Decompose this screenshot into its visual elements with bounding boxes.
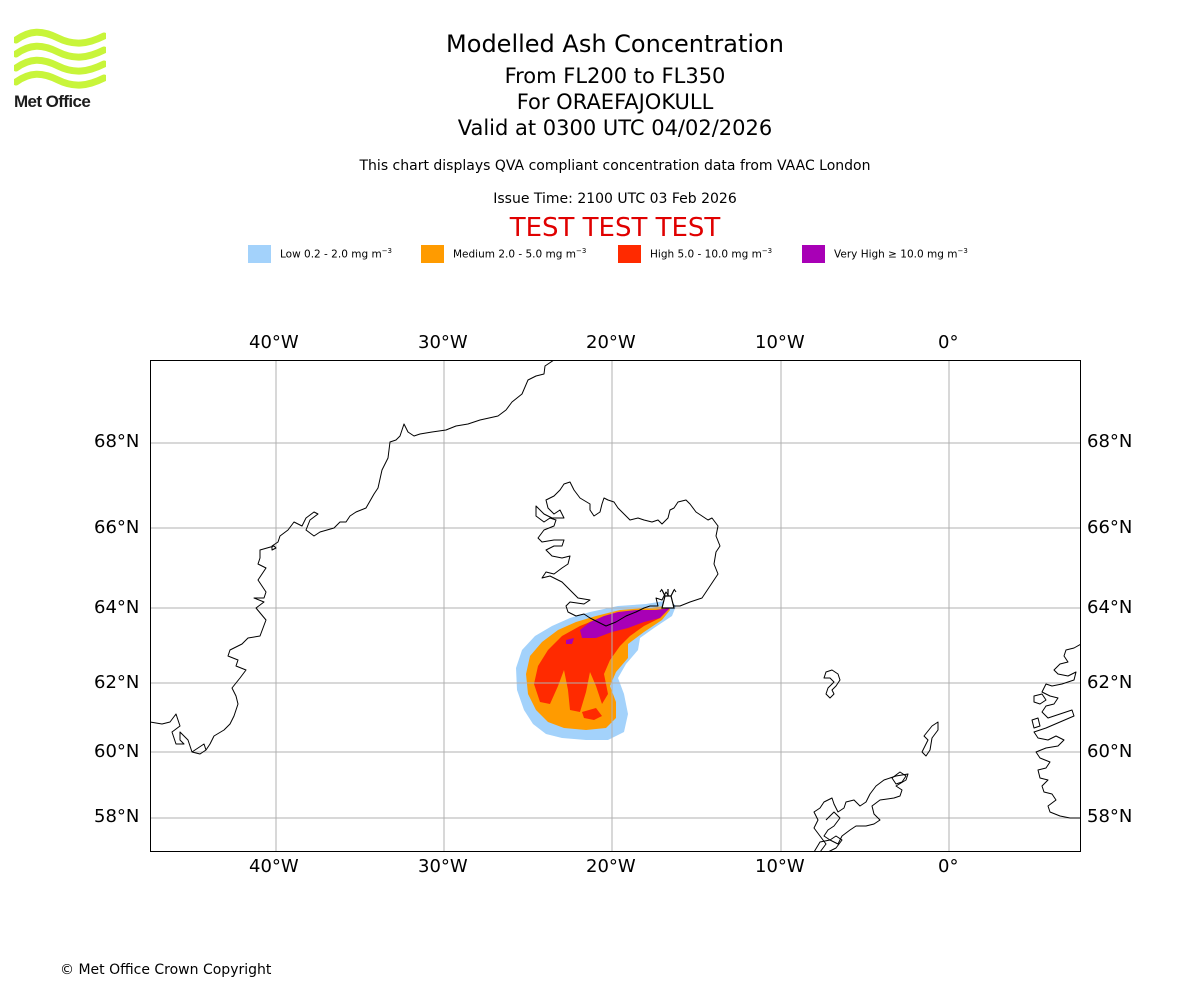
- lat-tick-left-64n: 64°N: [94, 597, 140, 618]
- coastline-greenland: [150, 360, 555, 755]
- coastline-norway: [1033, 643, 1081, 819]
- lon-tick-top-20w: 20°W: [586, 332, 636, 353]
- legend-label-very-high: Very High ≥ 10.0 mg m: [834, 248, 958, 261]
- lat-tick-left-68n: 68°N: [94, 431, 140, 452]
- lon-tick-bottom-30w: 30°W: [418, 856, 468, 877]
- lat-tick-left-62n: 62°N: [94, 672, 140, 693]
- coastline-scotland: [813, 773, 909, 852]
- legend-swatch-low: [248, 245, 271, 263]
- met-office-logo-text: Met Office: [14, 92, 91, 111]
- lon-tick-bottom-40w: 40°W: [249, 856, 299, 877]
- volcano-marker-icon: [659, 588, 677, 609]
- chart-title: Modelled Ash Concentration: [446, 30, 784, 58]
- legend-unit-exp-medium: −3: [575, 247, 587, 256]
- ash-plume-high-patch: [582, 708, 602, 720]
- flight-level-range: From FL200 to FL350: [504, 64, 726, 88]
- map-frame: [150, 360, 1081, 852]
- coastline-faroe-islands: [823, 669, 841, 699]
- legend-swatch-very-high: [802, 245, 825, 263]
- issue-time: Issue Time: 2100 UTC 03 Feb 2026: [493, 191, 737, 207]
- coastline-orkney: [891, 771, 907, 785]
- legend-item-high: High 5.0 - 10.0 mg m−3: [618, 244, 772, 264]
- lat-tick-right-66n: 66°N: [1087, 517, 1133, 538]
- legend-label-high: High 5.0 - 10.0 mg m: [650, 248, 762, 261]
- lon-tick-top-40w: 40°W: [249, 332, 299, 353]
- lat-tick-right-60n: 60°N: [1087, 741, 1133, 762]
- ash-plume-very-high-patch: [566, 638, 574, 644]
- test-banner: TEST TEST TEST: [509, 213, 721, 243]
- legend-unit-exp-high: −3: [761, 247, 773, 256]
- legend-label-low: Low 0.2 - 2.0 mg m: [280, 248, 382, 261]
- lat-tick-right-68n: 68°N: [1087, 431, 1133, 452]
- lon-tick-top-0: 0°: [938, 332, 959, 353]
- lon-tick-top-30w: 30°W: [418, 332, 468, 353]
- lat-tick-right-62n: 62°N: [1087, 672, 1133, 693]
- coastline-hebrides: [823, 811, 843, 852]
- lon-tick-bottom-20w: 20°W: [586, 856, 636, 877]
- qva-note: This chart displays QVA compliant concen…: [359, 158, 871, 174]
- ash-plume-high: [534, 610, 666, 712]
- coastline-norway-islands: [1031, 693, 1047, 729]
- legend-label-medium: Medium 2.0 - 5.0 mg m: [453, 248, 576, 261]
- legend-item-low: Low 0.2 - 2.0 mg m−3: [248, 244, 392, 264]
- graticule: [150, 360, 1081, 852]
- lat-tick-right-58n: 58°N: [1087, 806, 1133, 827]
- lon-tick-bottom-0: 0°: [938, 856, 959, 877]
- met-office-logo-icon: [14, 28, 106, 89]
- volcano-name: For ORAEFAJOKULL: [516, 90, 714, 114]
- legend-item-medium: Medium 2.0 - 5.0 mg m−3: [421, 244, 586, 264]
- legend-unit-exp-low: −3: [381, 247, 393, 256]
- valid-time: Valid at 0300 UTC 04/02/2026: [457, 116, 773, 140]
- ash-plume-very-high: [580, 608, 670, 638]
- lon-tick-bottom-10w: 10°W: [755, 856, 805, 877]
- lat-tick-left-58n: 58°N: [94, 806, 140, 827]
- ash-map: [150, 360, 1081, 852]
- copyright: © Met Office Crown Copyright: [60, 962, 272, 978]
- lat-tick-right-64n: 64°N: [1087, 597, 1133, 618]
- lat-tick-left-60n: 60°N: [94, 741, 140, 762]
- lat-tick-left-66n: 66°N: [94, 517, 140, 538]
- coastline-shetland: [921, 721, 939, 757]
- lon-tick-top-10w: 10°W: [755, 332, 805, 353]
- legend-unit-exp-very-high: −3: [957, 247, 968, 256]
- legend-item-very-high: Very High ≥ 10.0 mg m−3: [802, 244, 968, 264]
- legend-swatch-high: [618, 245, 641, 263]
- legend-swatch-medium: [421, 245, 444, 263]
- coastline-iceland: [535, 481, 721, 627]
